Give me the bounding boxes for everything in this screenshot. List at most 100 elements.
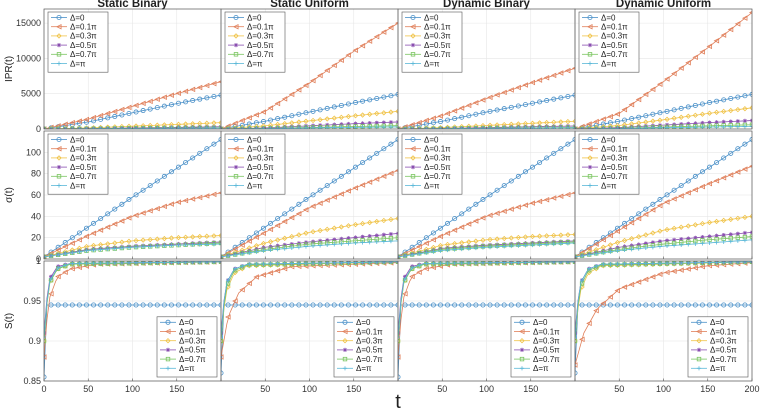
legend-label: Δ=0.3π: [247, 154, 274, 163]
data-point: [48, 253, 54, 258]
data-point: [529, 233, 536, 240]
data-point: [537, 99, 543, 105]
data-point: [437, 233, 443, 240]
data-point: [211, 302, 217, 308]
data-point: [734, 169, 741, 175]
data-point: [515, 84, 521, 91]
data-point: [303, 244, 309, 249]
data-point: [409, 121, 415, 128]
data-point: [111, 108, 118, 115]
series-group: [44, 137, 221, 259]
data-point: [260, 109, 266, 115]
data-point: [678, 183, 684, 189]
data-point: [303, 261, 309, 266]
data-point: [296, 111, 302, 117]
legend-label: Δ=0: [710, 318, 725, 327]
data-point: [727, 26, 734, 33]
data-point: [55, 273, 61, 280]
data-point: [83, 116, 89, 123]
legend: Δ=0Δ=0.1πΔ=0.3πΔ=0.5πΔ=0.7πΔ=π: [401, 11, 463, 73]
data-point: [537, 261, 542, 265]
data-point: [133, 126, 139, 129]
data-point: [650, 261, 655, 266]
data-point: [593, 302, 599, 308]
data-point: [685, 223, 691, 229]
data-point: [572, 261, 575, 264]
data-point: [190, 126, 195, 129]
data-point: [196, 194, 203, 201]
data-point: [346, 241, 351, 246]
data-point: [601, 262, 606, 267]
data-point: [367, 240, 372, 245]
data-point: [494, 107, 500, 113]
data-point: [317, 117, 323, 123]
legend-marker: [410, 136, 416, 142]
data-point: [352, 113, 359, 119]
data-point: [664, 192, 670, 198]
data-point: [728, 124, 733, 129]
legend-label: Δ=0.5π: [533, 346, 560, 355]
data-point: [735, 119, 740, 124]
data-point: [445, 247, 450, 253]
data-point: [211, 233, 217, 239]
data-point: [558, 302, 564, 308]
data-point: [168, 102, 174, 108]
data-point: [360, 234, 365, 239]
data-point: [353, 100, 359, 106]
legend: Δ=0Δ=0.1πΔ=0.3πΔ=0.5πΔ=0.7πΔ=π: [578, 133, 640, 195]
data-point: [685, 59, 691, 66]
data-point: [239, 287, 245, 293]
data-point: [253, 302, 259, 308]
legend-marker: [410, 183, 416, 188]
x-tick-label: 150: [346, 384, 361, 394]
panel-ipr-0: 0 5000 10000 15000 Δ=0Δ=0.1πΔ=0.3πΔ=0.5πΔ=0.…: [16, 8, 222, 134]
data-point: [112, 126, 117, 129]
data-point: [147, 106, 153, 112]
data-point: [480, 243, 486, 248]
data-point: [133, 302, 139, 308]
legend-marker: [56, 155, 62, 161]
data-point: [352, 185, 359, 191]
data-point: [133, 237, 139, 244]
data-point: [423, 117, 429, 124]
data-point: [607, 120, 613, 126]
data-point: [494, 210, 500, 217]
data-point: [190, 234, 196, 240]
data-point: [126, 261, 132, 265]
data-point: [430, 237, 436, 243]
data-point: [735, 231, 740, 236]
legend-box: [224, 133, 286, 195]
legend: Δ=0Δ=0.1πΔ=0.3πΔ=0.5πΔ=0.7πΔ=π: [578, 11, 640, 73]
data-point: [98, 216, 104, 222]
data-point: [310, 192, 316, 198]
data-point: [636, 126, 641, 129]
data-point: [430, 120, 436, 126]
data-point: [735, 261, 740, 265]
data-point: [289, 302, 295, 308]
data-point: [544, 240, 549, 245]
data-point: [63, 251, 68, 256]
data-point: [693, 121, 698, 126]
data-point: [105, 261, 110, 266]
data-point: [380, 29, 387, 35]
data-point: [600, 116, 606, 122]
data-point: [742, 238, 748, 243]
data-point: [544, 261, 549, 265]
legend-label: Δ=0.3π: [70, 32, 97, 41]
legend-marker: [56, 61, 62, 66]
legend-label: Δ=0.5π: [601, 41, 628, 50]
data-point: [62, 243, 68, 250]
legend-label: Δ=0: [356, 318, 371, 327]
data-point: [352, 221, 359, 228]
data-point: [650, 230, 656, 236]
data-point: [175, 234, 182, 241]
data-point: [373, 176, 380, 182]
legend-label: Δ=0.7π: [424, 50, 451, 59]
data-point: [502, 244, 507, 249]
data-point: [628, 219, 635, 226]
legend-label: Δ=π: [70, 59, 86, 68]
legend-label: Δ=π: [247, 181, 263, 190]
data-point: [642, 276, 649, 283]
data-point: [735, 124, 740, 129]
